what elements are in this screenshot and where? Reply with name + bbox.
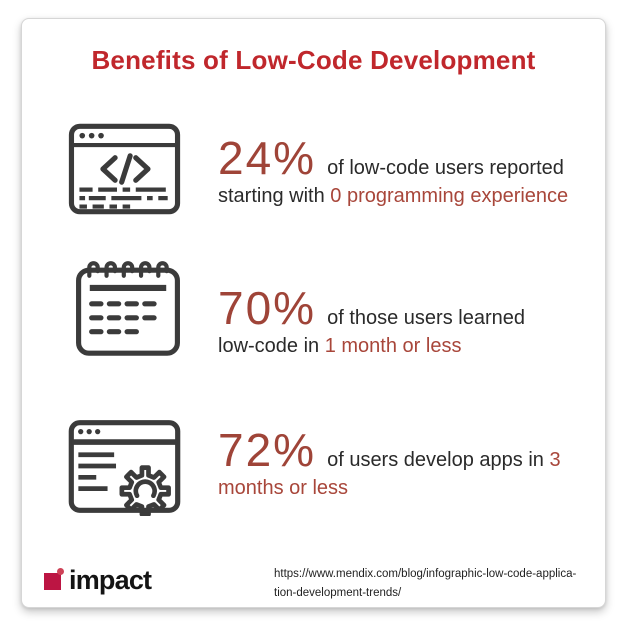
stat-row-programming-experience: 24% of low-code users reported starting …	[22, 123, 605, 243]
stat-percent: 72%	[218, 424, 317, 476]
stat-text: 24% of low-code users reported starting …	[218, 135, 610, 209]
stat-line1: of low-code users reported	[327, 157, 564, 179]
stat-line2: starting with 0 programming experience	[218, 185, 569, 207]
source-url: https://www.mendix.com/blog/infographic-…	[274, 565, 614, 603]
highlight-text: 3	[549, 449, 561, 471]
stat-line2: months or less	[218, 475, 610, 501]
page-title: Benefits of Low-Code Development	[91, 45, 536, 75]
source-url-line1: https://www.mendix.com/blog/infographic-…	[274, 568, 577, 580]
stat-line1: of users develop apps in 3	[327, 449, 561, 471]
stat-percent: 24%	[218, 132, 317, 184]
highlight-text: 1 month or less	[324, 335, 462, 357]
stat-line1: of those users learned	[327, 307, 525, 329]
stat-row-learning-time: 70% of those users learned low-code in 1…	[22, 256, 605, 376]
stat-text: 72% of users develop apps in 3 months or…	[218, 427, 610, 501]
browser-gear-icon	[68, 420, 181, 516]
logo-text: impact	[69, 564, 152, 595]
highlight-text: 0 programming experience	[330, 185, 569, 207]
infographic-card: Benefits of Low-Code Development	[21, 18, 606, 608]
impact-logo: impact	[44, 563, 152, 595]
stat-text: 70% of those users learned low-code in 1…	[218, 285, 578, 359]
icon-box	[68, 417, 181, 516]
stat-line2: low-code in 1 month or less	[218, 335, 462, 357]
icon-box	[73, 256, 183, 359]
highlight-text: months or less	[218, 477, 349, 499]
stat-row-development-time: 72% of users develop apps in 3 months or…	[22, 417, 605, 537]
code-window-icon	[68, 123, 181, 215]
stat-percent: 70%	[218, 282, 317, 334]
source-url-line2: tion-development-trends/	[274, 587, 402, 599]
logo-dot	[57, 567, 64, 575]
calendar-icon	[76, 261, 180, 356]
logo-square	[44, 572, 61, 590]
icon-box	[68, 123, 181, 215]
impact-logo-icon	[44, 567, 65, 591]
